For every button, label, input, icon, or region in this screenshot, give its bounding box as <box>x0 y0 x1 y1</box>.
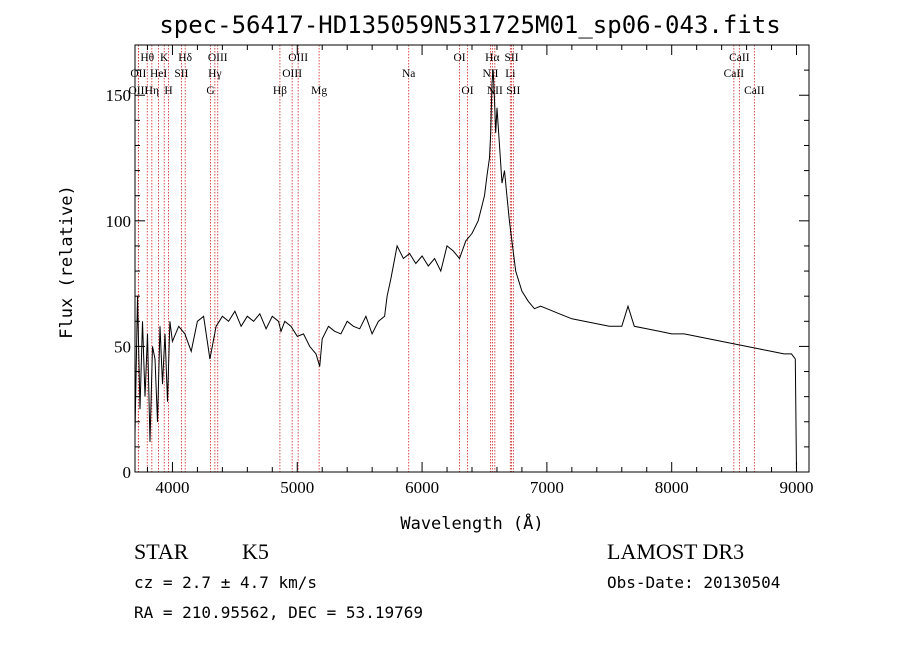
line-marker-label: SII <box>174 68 188 80</box>
survey-name: LAMOST DR3 <box>607 539 745 564</box>
line-marker-label: CaII <box>744 85 765 97</box>
sky-coordinates: RA = 210.95562, DEC = 53.19769 <box>134 603 423 622</box>
line-marker-label: Li <box>505 68 515 80</box>
line-marker-label: Hα <box>485 52 499 64</box>
line-marker-label: H <box>164 85 172 97</box>
axis-ticks: 4000 5000 6000 7000 8000 9000 0 50 100 150 <box>106 44 814 497</box>
y-tick-label: 150 <box>106 86 132 105</box>
line-marker-label: OIII <box>288 52 308 64</box>
line-marker-label: Hδ <box>178 52 192 64</box>
x-tick-label: 9000 <box>780 478 814 497</box>
line-marker-label: OI <box>461 85 473 97</box>
object-class: STAR <box>134 539 189 564</box>
observation-date: Obs-Date: 20130504 <box>607 573 781 592</box>
y-tick-label: 50 <box>114 337 131 356</box>
line-marker-label: OII <box>130 68 146 80</box>
line-marker-label: G <box>206 85 214 97</box>
line-marker-label: Hβ <box>273 85 287 97</box>
spectrum-line <box>134 70 797 473</box>
line-marker-label: NII <box>482 68 498 80</box>
x-tick-label: 8000 <box>655 478 689 497</box>
x-axis-label: Wavelength (Å) <box>400 512 543 534</box>
line-marker-label: CaII <box>724 68 745 80</box>
line-marker-label: K <box>160 52 169 64</box>
spectral-line-markers <box>137 45 755 472</box>
chart-title: spec-56417-HD135059N531725M01_sp06-043.f… <box>159 11 780 39</box>
plot-frame <box>134 44 810 473</box>
line-marker-label: OIII <box>208 52 228 64</box>
line-marker-label: OIII <box>128 85 148 97</box>
y-axis-label: Flux (relative) <box>57 185 77 339</box>
x-tick-label: 7000 <box>530 478 564 497</box>
line-marker-label: Hθ <box>140 52 154 64</box>
x-tick-label: 4000 <box>155 478 189 497</box>
line-marker-label: Mg <box>311 85 327 97</box>
line-marker-label: SII <box>506 85 520 97</box>
line-marker-label: Na <box>402 68 415 80</box>
x-tick-label: 5000 <box>280 478 314 497</box>
line-marker-label: HeI <box>150 68 167 80</box>
line-marker-label: OIII <box>282 68 302 80</box>
line-marker-label: NII <box>487 85 503 97</box>
object-subclass: K5 <box>242 539 269 564</box>
line-marker-label: Hγ <box>208 68 221 80</box>
x-tick-label: 6000 <box>405 478 439 497</box>
redshift-velocity: cz = 2.7 ± 4.7 km/s <box>134 573 318 592</box>
line-marker-label: Hη <box>145 85 159 97</box>
line-marker-label: SII <box>505 52 519 64</box>
line-marker-label: CaII <box>729 52 750 64</box>
y-tick-label: 0 <box>123 463 132 482</box>
line-marker-label: OI <box>453 52 465 64</box>
y-tick-label: 100 <box>106 212 132 231</box>
